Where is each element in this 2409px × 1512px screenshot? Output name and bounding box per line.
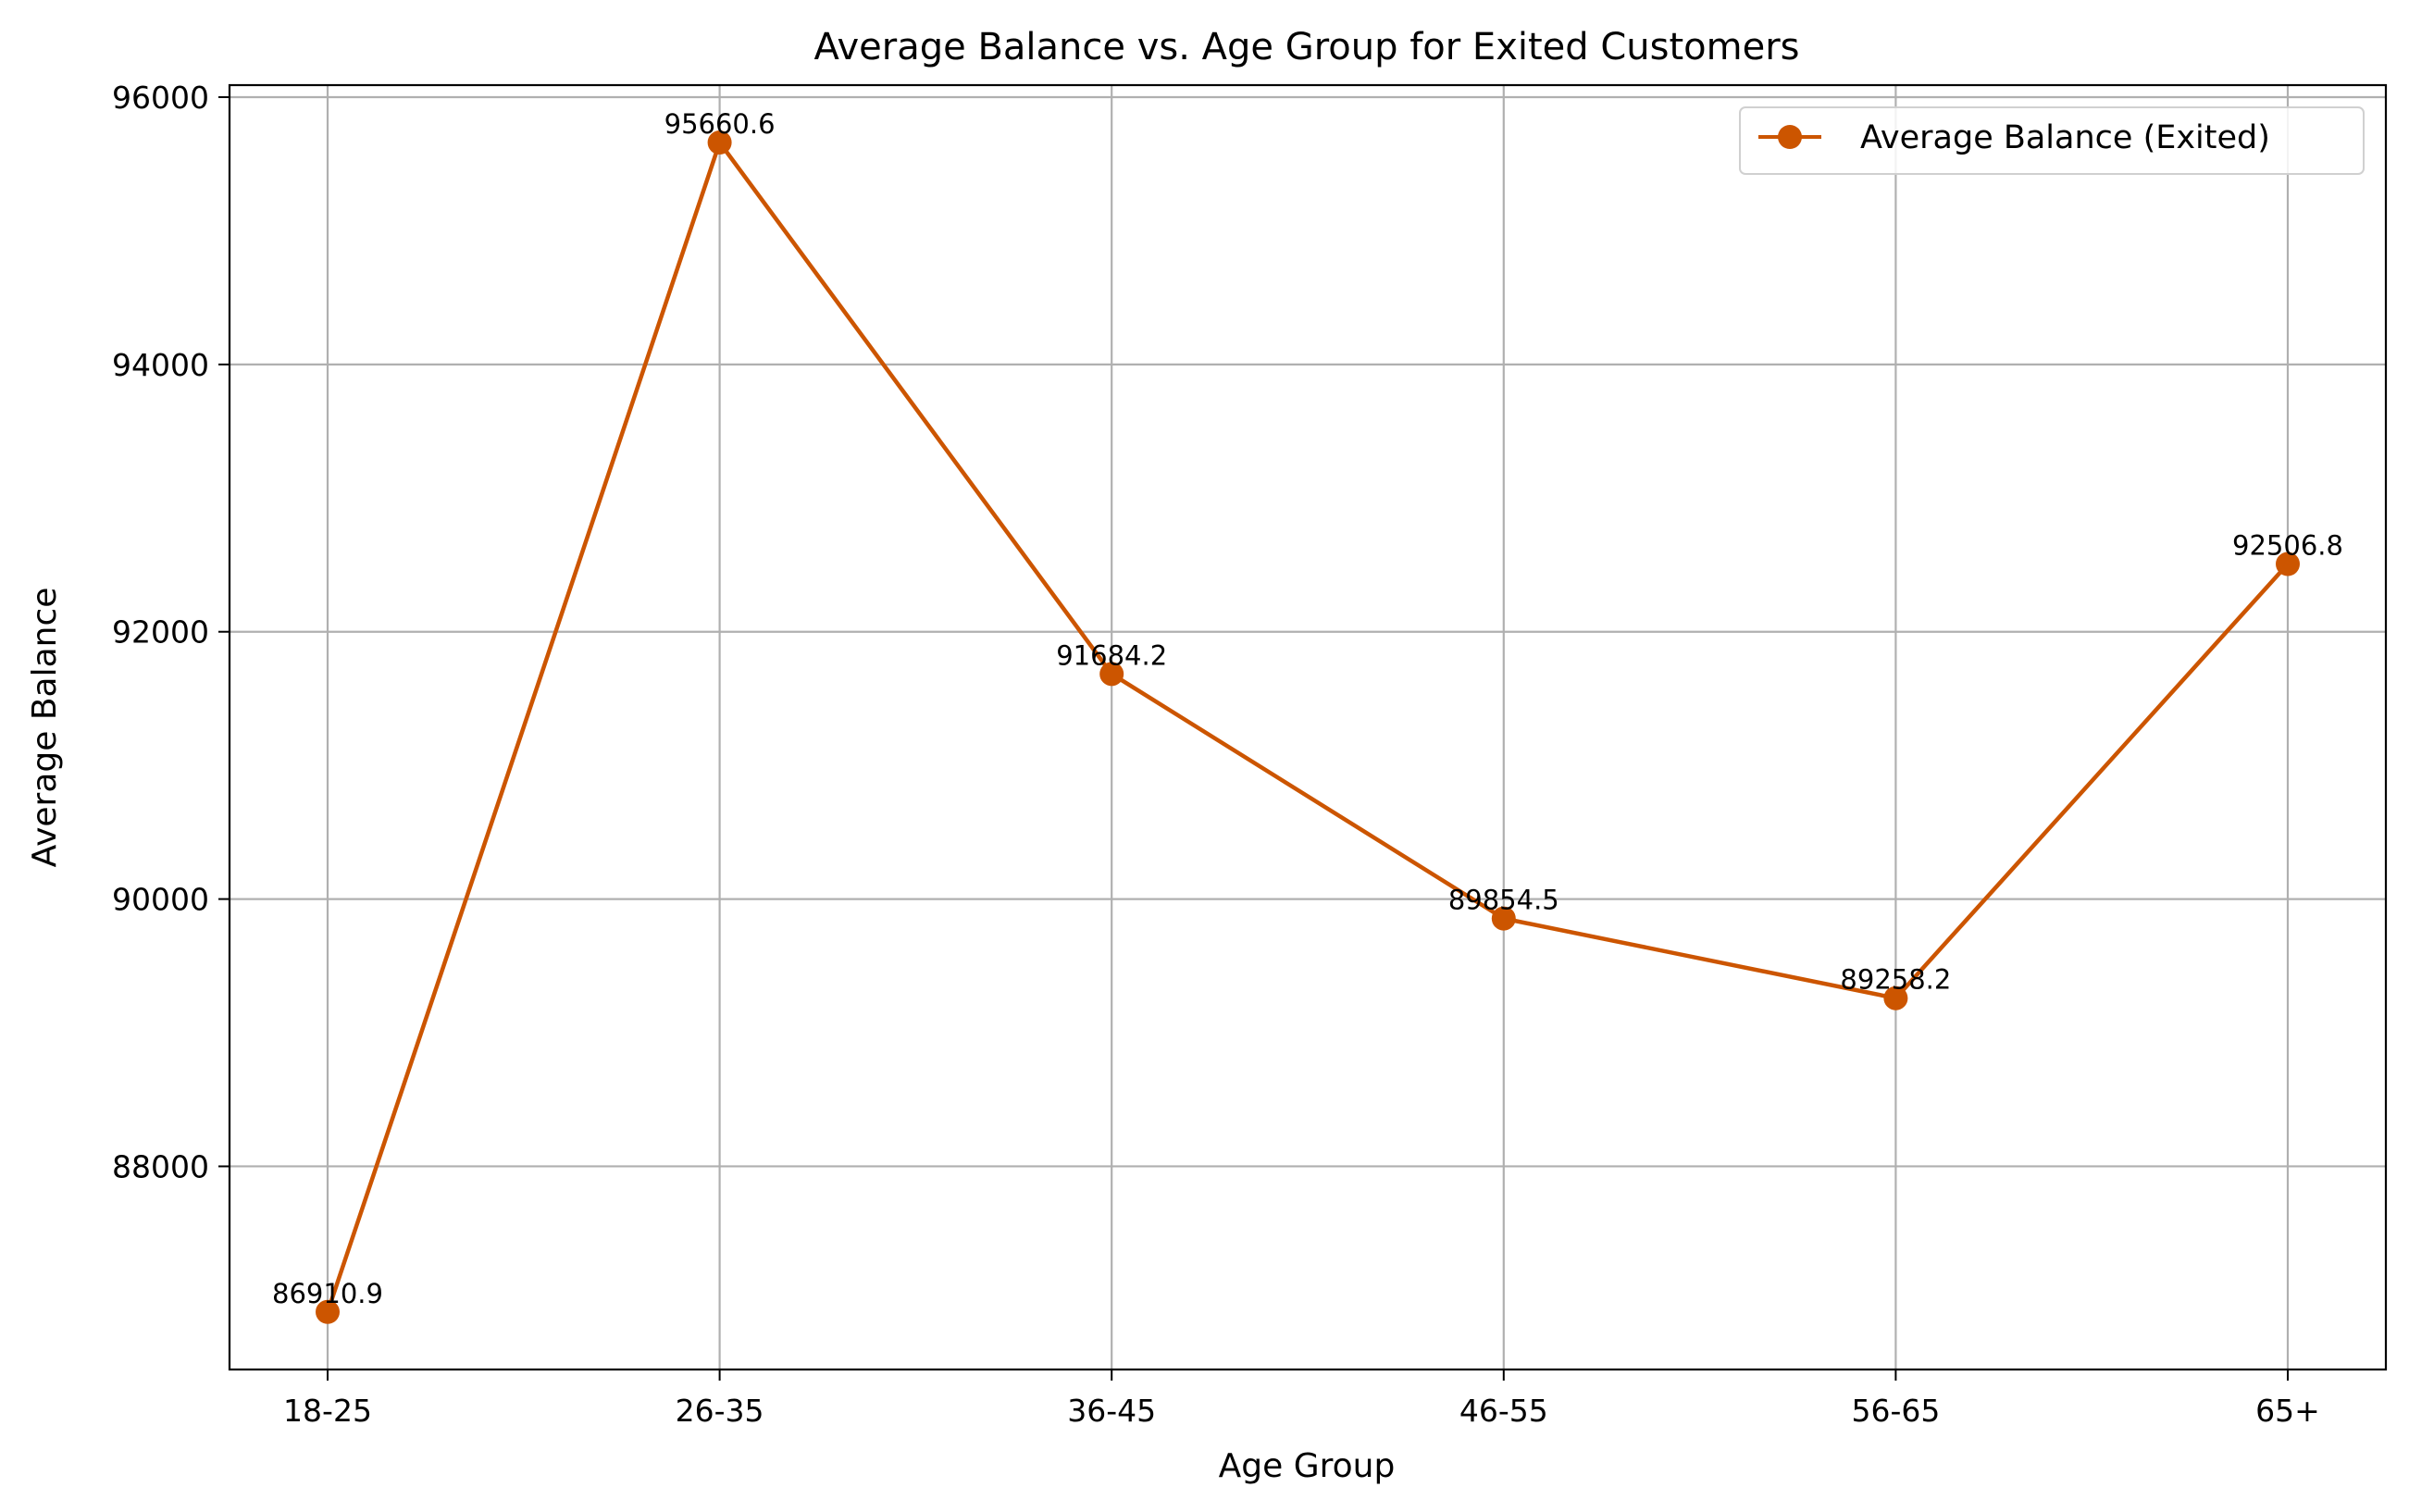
legend: Average Balance (Exited) [1739,106,2365,175]
x-tick-label: 26-35 [676,1393,764,1429]
x-tick-label: 56-65 [1851,1393,1940,1429]
x-tick-label: 18-25 [283,1393,372,1429]
data-label: 86910.9 [272,1278,383,1309]
y-tick-label: 96000 [112,80,209,116]
x-axis-label: Age Group [1219,1447,1396,1485]
y-tick-label: 94000 [112,347,209,383]
y-tick-label: 88000 [112,1148,209,1184]
axis-ticks: 18-25 26-35 36-45 46-55 56-65 65+ 88000 90000 92… [112,80,2320,1429]
data-point [316,1299,340,1324]
data-labels: 86910.9 95660.6 91684.2 89854.5 89258.2 92506… [272,108,2343,1309]
y-axis-label: Average Balance [26,588,64,868]
y-tick-label: 90000 [112,882,209,918]
data-point [2276,552,2300,576]
data-point [707,130,732,155]
chart-title: Average Balance vs. Age Group for Exited… [813,26,1799,68]
y-tick-label: 92000 [112,614,209,651]
grid [230,85,2386,1369]
data-label: 95660.6 [664,108,776,140]
data-label: 89258.2 [1840,964,1951,996]
data-point [1883,985,1908,1010]
series-layer [316,130,2300,1324]
x-tick-label: 36-45 [1067,1393,1156,1429]
data-label: 91684.2 [1056,639,1167,671]
data-label: 92506.8 [2232,530,2343,562]
x-tick-label: 65+ [2255,1393,2320,1429]
data-label: 89854.5 [1448,885,1559,916]
series-line [325,140,2290,1313]
data-point [1491,906,1516,931]
x-tick-label: 46-55 [1459,1393,1548,1429]
legend-marker-sample [1778,125,1802,149]
legend-entry-label: Average Balance (Exited) [1860,119,2270,156]
legend-box [1739,106,2365,175]
data-point [1099,662,1124,687]
plot-frame [228,83,2388,1371]
